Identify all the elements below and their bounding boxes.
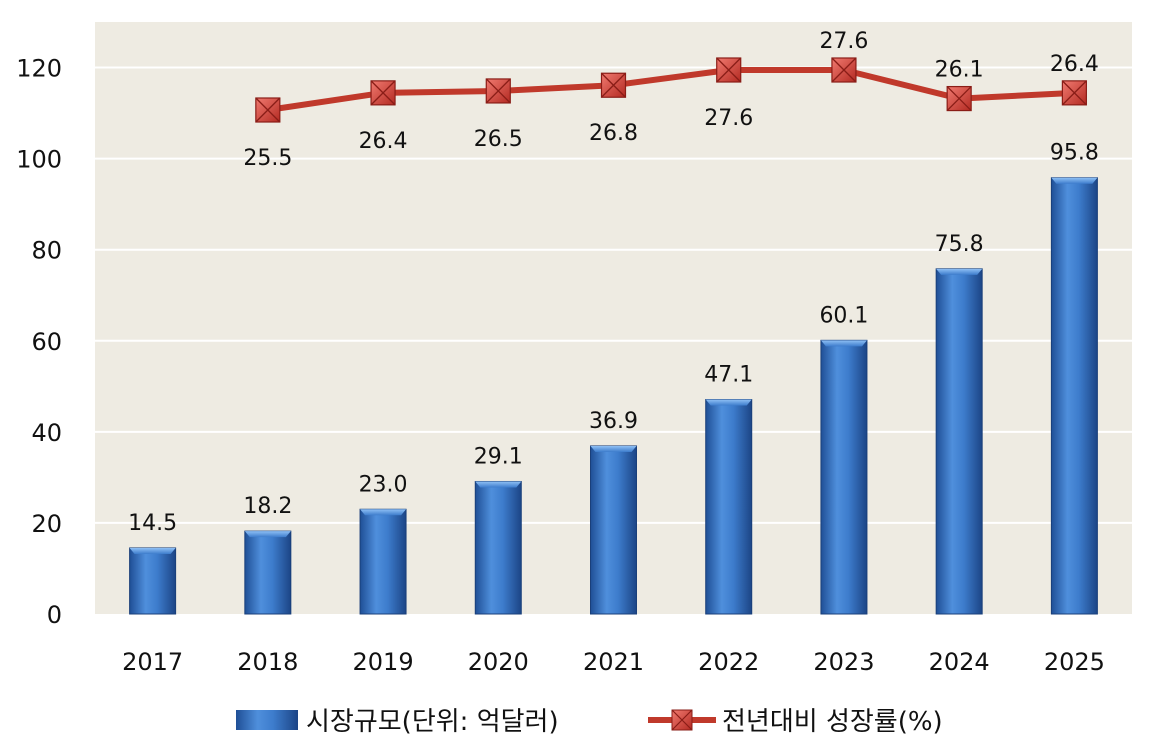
y-tick-label: 20 — [31, 510, 62, 538]
line-marker — [485, 78, 511, 104]
bar — [359, 508, 407, 615]
bar — [129, 547, 177, 615]
x-tick-label: 2023 — [813, 648, 874, 676]
legend-item-line: 전년대비 성장률(%) — [648, 707, 943, 737]
line-marker — [716, 57, 742, 83]
line-data-label: 26.4 — [1050, 52, 1099, 77]
line-series: 25.5 26.4 26.5 26.8 27.6 27.6 26.1 26.4 — [243, 29, 1099, 171]
x-tick-label: 2017 — [122, 648, 183, 676]
bar — [820, 339, 868, 615]
bar — [935, 268, 983, 615]
bar-data-label: 29.1 — [474, 444, 523, 469]
legend-label-line: 전년대비 성장률(%) — [722, 707, 943, 737]
y-tick-label: 0 — [47, 601, 62, 629]
legend-line-marker — [671, 709, 693, 731]
bar-data-label: 23.0 — [359, 472, 408, 497]
line-data-label: 26.4 — [359, 129, 408, 154]
line-marker — [1061, 80, 1087, 106]
y-tick-label: 100 — [16, 146, 62, 174]
x-axis-ticks: 2017 2018 2019 2020 2021 2022 2023 2024 2025 — [122, 648, 1105, 676]
line-marker — [370, 80, 396, 106]
legend-bar-swatch — [236, 710, 298, 730]
line-marker — [831, 57, 857, 83]
x-tick-label: 2021 — [583, 648, 644, 676]
line-data-label: 26.5 — [474, 127, 523, 152]
line-data-label: 25.5 — [243, 146, 292, 171]
line-marker — [946, 85, 972, 112]
bar — [705, 399, 753, 615]
line-marker — [600, 72, 627, 98]
x-tick-label: 2022 — [698, 648, 759, 676]
bar — [474, 480, 522, 615]
legend-label-bar: 시장규모(단위: 억달러) — [306, 707, 559, 737]
x-tick-label: 2018 — [237, 648, 298, 676]
y-tick-label: 60 — [31, 328, 62, 356]
y-axis-ticks: 0 20 40 60 80 100 120 — [16, 55, 62, 629]
bar — [1050, 177, 1098, 615]
bar-data-label: 36.9 — [589, 409, 638, 434]
bar-data-label: 14.5 — [128, 511, 177, 536]
bar-data-label: 75.8 — [935, 232, 984, 257]
legend: 시장규모(단위: 억달러) 전년대비 성장률(%) — [236, 707, 943, 737]
x-tick-label: 2024 — [929, 648, 990, 676]
legend-item-bar: 시장규모(단위: 억달러) — [236, 707, 559, 737]
bar-data-label: 47.1 — [704, 363, 753, 388]
line-data-label: 26.1 — [935, 58, 984, 83]
bar — [244, 530, 292, 615]
bar-series: 14.5 18.2 23.0 29.1 36.9 47.1 60.1 75.8 95.8 — [128, 141, 1099, 615]
bar — [590, 445, 637, 615]
bar-data-label: 95.8 — [1050, 141, 1099, 166]
x-tick-label: 2020 — [468, 648, 529, 676]
line-data-label: 27.6 — [704, 106, 753, 131]
x-tick-label: 2025 — [1044, 648, 1105, 676]
x-tick-label: 2019 — [353, 648, 414, 676]
line-marker — [255, 97, 281, 123]
bar-data-label: 60.1 — [819, 303, 868, 328]
gridlines — [95, 66, 1132, 524]
y-tick-label: 80 — [31, 237, 62, 265]
line-data-label: 27.6 — [819, 29, 868, 54]
y-tick-label: 120 — [16, 55, 62, 83]
y-tick-label: 40 — [31, 419, 62, 447]
bar-data-label: 18.2 — [243, 494, 292, 519]
growth-line — [267, 67, 1075, 113]
line-data-label: 26.8 — [589, 121, 638, 146]
